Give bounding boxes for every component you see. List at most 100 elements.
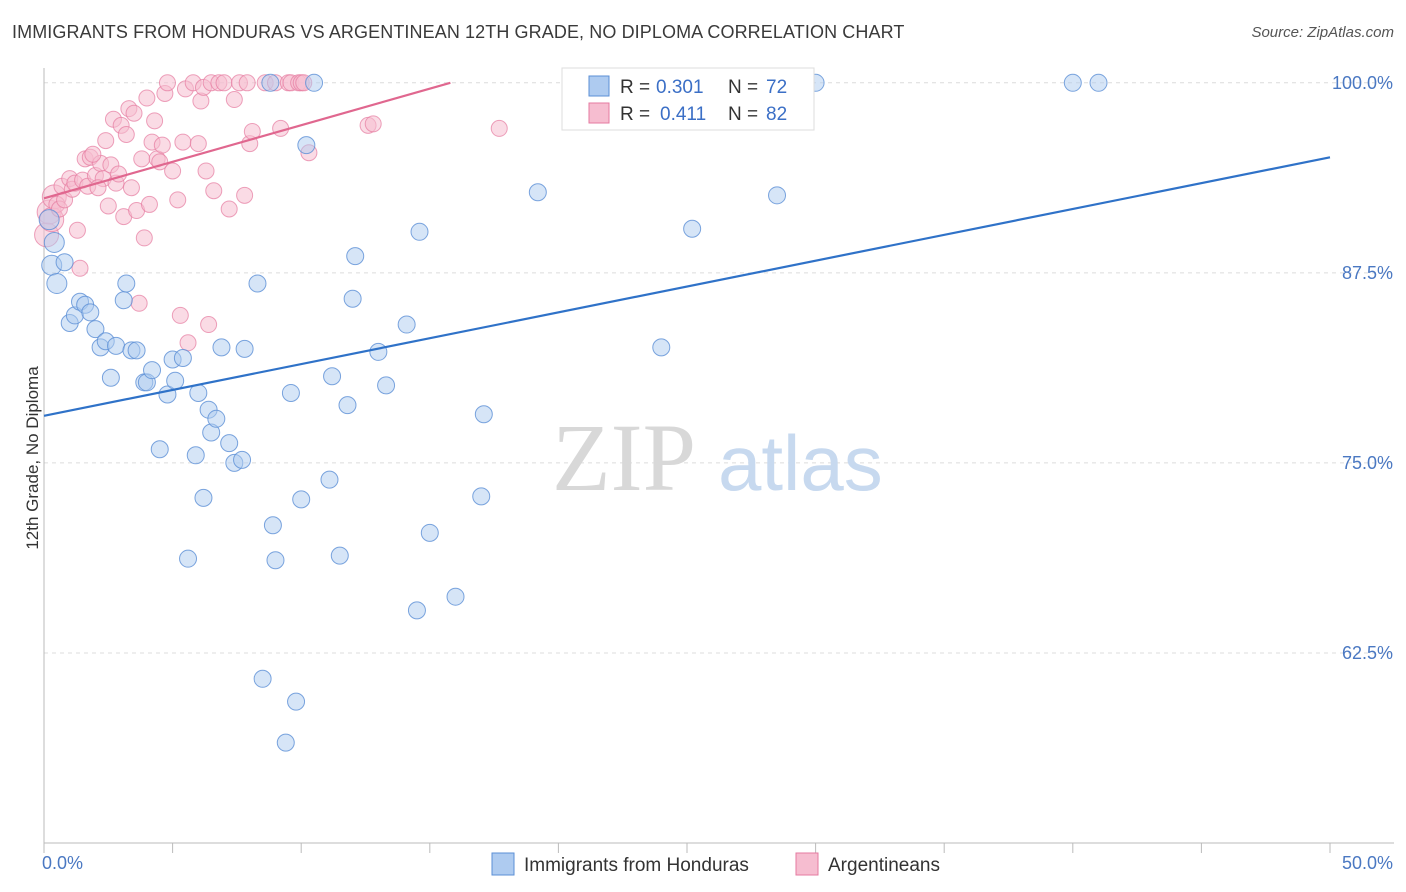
bottom-swatch-honduras (491, 852, 515, 876)
point-honduras-50 (330, 546, 349, 565)
point-argentineans-36 (138, 89, 156, 107)
chart-title: IMMIGRANTS FROM HONDURAS VS ARGENTINEAN … (12, 22, 905, 42)
y-tick-labels: 62.5% 75.0% 87.5% 100.0% (1332, 73, 1393, 663)
point-honduras-12 (107, 336, 126, 355)
y-axis-label: 12th Grade, No Diploma (23, 366, 42, 550)
point-argentineans-47 (171, 306, 189, 324)
x-tick-labels: 0.0% 50.0% (42, 853, 1393, 873)
point-argentineans-12 (71, 259, 89, 277)
point-honduras-23 (166, 371, 185, 390)
point-honduras-7 (81, 303, 100, 322)
point-argentineans-28 (117, 125, 135, 143)
point-argentineans-81 (84, 145, 102, 163)
point-argentineans-45 (164, 162, 182, 180)
point-argentineans-30 (122, 179, 140, 197)
grid-lines (44, 82, 1394, 654)
point-honduras-65 (683, 219, 702, 238)
y-tick-label-0: 62.5% (1342, 643, 1393, 663)
point-argentineans-61 (220, 200, 238, 218)
point-argentineans-65 (238, 74, 256, 92)
point-argentineans-62 (225, 91, 243, 109)
series-legend: Immigrants from Honduras Argentineans (491, 852, 940, 876)
point-honduras-52 (343, 289, 362, 308)
point-honduras-2 (55, 253, 74, 272)
argentineans-points (34, 74, 508, 352)
point-honduras-53 (346, 247, 365, 266)
point-honduras-44 (287, 692, 306, 711)
point-honduras-54 (369, 342, 388, 361)
point-honduras-39 (261, 73, 280, 92)
source-label: Source: ZipAtlas.com (1251, 24, 1394, 41)
point-honduras-63 (528, 183, 547, 202)
point-honduras-43 (281, 383, 300, 402)
bottom-legend-argentineans: Argentineans (828, 855, 940, 876)
watermark-atlas: atlas (718, 419, 883, 507)
point-argentineans-20 (97, 132, 115, 150)
point-argentineans-42 (153, 136, 171, 154)
point-argentineans-46 (169, 191, 187, 209)
point-argentineans-31 (125, 104, 143, 122)
point-honduras-19 (143, 361, 162, 380)
point-honduras-24 (173, 348, 192, 367)
point-honduras-62 (474, 405, 493, 424)
legend-swatch-honduras (588, 75, 610, 97)
point-argentineans-48 (174, 133, 192, 151)
point-honduras-20 (150, 440, 169, 459)
point-honduras-56 (397, 315, 416, 334)
point-honduras-25 (179, 549, 198, 568)
point-honduras-48 (320, 470, 339, 489)
trend-line-honduras (43, 156, 1331, 417)
point-honduras-71 (43, 231, 65, 253)
legend-r-label-1: R = (620, 77, 650, 98)
x-tick-label-0: 0.0% (42, 853, 83, 873)
point-honduras-37 (248, 274, 267, 293)
point-honduras-47 (305, 73, 324, 92)
point-honduras-45 (292, 490, 311, 509)
point-argentineans-60 (215, 74, 233, 92)
legend-r-value-2: 0.411 (660, 104, 706, 125)
bottom-swatch-argentineans (795, 852, 819, 876)
point-honduras-59 (420, 523, 439, 542)
point-honduras-66 (768, 186, 787, 205)
x-tick-label-1: 50.0% (1342, 853, 1393, 873)
legend-r-value-1: 0.301 (656, 77, 704, 98)
point-honduras-41 (266, 551, 285, 570)
point-honduras-57 (407, 601, 426, 620)
point-argentineans-35 (135, 229, 153, 247)
y-tick-label-3: 100.0% (1332, 73, 1393, 93)
legend-n-value-2: 82 (766, 104, 787, 125)
point-argentineans-64 (236, 186, 254, 204)
point-honduras-46 (297, 136, 316, 155)
point-argentineans-21 (99, 197, 117, 215)
point-argentineans-44 (158, 74, 176, 92)
point-honduras-61 (472, 487, 491, 506)
legend-r-label-2: R = (620, 104, 650, 125)
point-honduras-32 (212, 338, 231, 357)
point-honduras-33 (220, 434, 239, 453)
point-honduras-14 (117, 274, 136, 293)
watermark-zip: ZIP (552, 404, 696, 511)
point-honduras-49 (323, 367, 342, 386)
point-honduras-35 (233, 450, 252, 469)
point-honduras-31 (207, 409, 226, 428)
point-argentineans-56 (200, 316, 218, 334)
point-argentineans-52 (189, 135, 207, 153)
point-honduras-69 (1089, 73, 1108, 92)
point-honduras-38 (253, 669, 272, 688)
point-argentineans-39 (146, 112, 164, 130)
point-honduras-42 (276, 733, 295, 752)
point-honduras-58 (410, 222, 429, 241)
point-argentineans-33 (130, 294, 148, 312)
point-honduras-11 (101, 368, 120, 387)
watermark: ZIP atlas (552, 404, 883, 511)
point-honduras-68 (1063, 73, 1082, 92)
point-honduras-13 (114, 291, 133, 310)
point-honduras-26 (186, 446, 205, 465)
legend-n-label-2: N = (728, 104, 758, 125)
point-argentineans-78 (364, 115, 382, 133)
legend-swatch-argentineans (588, 102, 610, 124)
point-honduras-28 (194, 488, 213, 507)
point-honduras-1 (46, 272, 68, 294)
trend-line-argentineans (43, 81, 451, 200)
